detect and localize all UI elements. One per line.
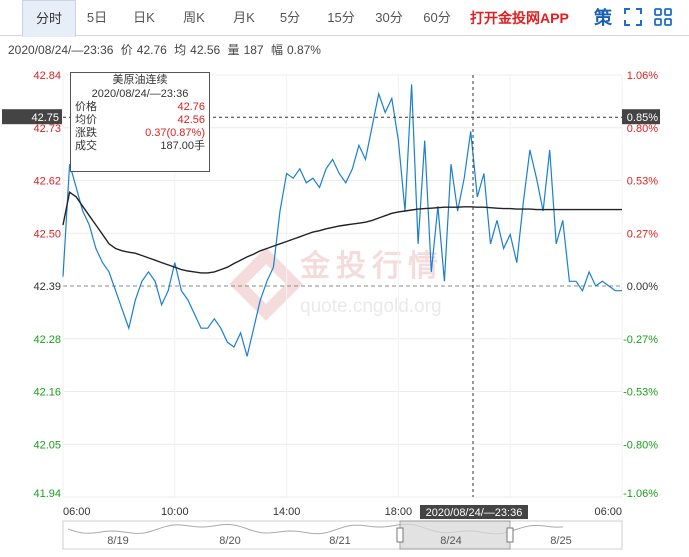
open-app-link[interactable]: 打开金投网APP	[470, 10, 569, 26]
tooltip-volume-label: 成交	[75, 140, 97, 152]
crosshair-pct-label: 0.85%	[627, 112, 658, 124]
navigator-date-label: 8/19	[107, 535, 128, 547]
tooltip-title: 美原油连续	[112, 74, 168, 86]
navigator-date-label: 8/20	[219, 535, 240, 547]
info-avg: 42.56	[190, 43, 221, 57]
y-tick-label-left: 42.05	[33, 439, 61, 451]
info-avg-label: 均	[174, 43, 187, 57]
x-tick-label: 06:00	[63, 506, 91, 518]
y-tick-label-right: 0.27%	[627, 228, 658, 240]
watermark-url: quote.cngold.org	[300, 296, 442, 317]
crosshair-price-box	[2, 109, 62, 125]
crosshair-price-label: 42.75	[31, 112, 59, 124]
tooltip-price-value: 42.76	[177, 101, 205, 113]
strategy-button[interactable]: 策	[594, 8, 612, 28]
tooltip-avg-label: 均价	[75, 114, 97, 126]
tab-60min[interactable]: 60分	[423, 10, 451, 25]
tab-5min[interactable]: 5分	[279, 10, 301, 25]
navigator-date-label: 8/21	[329, 535, 350, 547]
tooltip-change-value: 0.37(0.87%)	[145, 127, 205, 139]
tab-weekly-k[interactable]: 周K	[183, 10, 205, 25]
quote-info-bar: 2020/08/24/—23:36 价 42.76 均 42.56 量 187 幅 0.…	[8, 41, 325, 58]
crosshair-pct-box	[622, 109, 660, 125]
average-line	[62, 191, 622, 274]
info-chg-label: 幅	[270, 43, 283, 57]
y-tick-label-left: 42.73	[33, 123, 61, 135]
chart-lines	[62, 84, 622, 357]
price-line	[62, 84, 622, 357]
y-tick-label-right: 0.53%	[627, 176, 658, 188]
y-tick-label-left: 42.16	[33, 387, 61, 399]
info-chg: 0.87%	[286, 43, 321, 57]
tooltip-price-label: 价格	[75, 101, 97, 113]
watermark-brand: 金投行情	[299, 249, 444, 283]
tab-5day[interactable]: 5日	[86, 10, 108, 25]
info-vol: 187	[243, 43, 264, 57]
y-tick-label-right: 0.80%	[627, 123, 658, 135]
y-axis-left: 42.84 42.73 42.62 42.50 42.39 42.28 42.16 42.05…	[33, 70, 61, 500]
tab-30min[interactable]: 30分	[375, 10, 403, 25]
navigator-date-label: 8/24	[440, 535, 461, 547]
y-tick-label-right: -0.80%	[623, 439, 658, 451]
tooltip-volume-value: 187.00手	[160, 140, 205, 152]
y-tick-label-right: 0.00%	[627, 281, 658, 293]
x-tick-label: 14:00	[273, 506, 301, 518]
info-price-label: 价	[120, 43, 133, 57]
y-tick-label-right: -1.06%	[623, 488, 658, 500]
crosshair-time-box	[420, 505, 528, 519]
y-tick-label-left: 41.94	[33, 488, 61, 500]
fullscreen-icon[interactable]	[624, 8, 644, 28]
grid-menu-icon[interactable]	[654, 8, 674, 28]
y-tick-label-left: 42.62	[33, 176, 61, 188]
x-tick-label: 18:00	[385, 506, 413, 518]
y-axis-right: 1.06% 0.80% 0.53% 0.27% 0.00% -0.27% -0.53% -0.…	[623, 70, 658, 500]
x-axis: 06:00 10:00 14:00 18:00 06:00	[63, 506, 622, 518]
chart-grid	[62, 74, 623, 498]
period-tab-bar: 分时 5日 日K 周K 月K 5分 15分 30分 60分 打开金投网APP 策	[0, 0, 689, 37]
tooltip-avg-value: 42.56	[177, 114, 205, 126]
crosshair-time-label: 2020/08/24/—23:36	[426, 507, 523, 519]
info-datetime: 2020/08/24/—23:36	[8, 43, 114, 57]
y-tick-label-left: 42.28	[33, 334, 61, 346]
tooltip-datetime: 2020/08/24/—23:36	[91, 88, 189, 100]
y-tick-label-left: 42.39	[33, 281, 61, 293]
navigator-date-label: 8/25	[550, 535, 571, 547]
tooltip-change-label: 涨跌	[75, 127, 97, 139]
y-tick-label-right: -0.27%	[623, 334, 658, 346]
tab-intraday[interactable]: 分时	[22, 0, 76, 37]
range-navigator[interactable]: 8/19 8/20 8/21 8/24 8/25	[62, 520, 623, 550]
info-vol-label: 量	[227, 43, 240, 57]
y-tick-label-left: 42.50	[33, 228, 61, 240]
y-tick-label-left: 42.84	[33, 70, 61, 82]
y-tick-label-right: -0.53%	[623, 387, 658, 399]
tab-monthly-k[interactable]: 月K	[233, 10, 255, 25]
watermark: 金投行情 quote.cngold.org	[229, 247, 444, 321]
info-price: 42.76	[136, 43, 167, 57]
navigator-handle-left[interactable]	[396, 527, 404, 543]
navigator-handle-right[interactable]	[506, 527, 514, 543]
x-tick-label: 10:00	[161, 506, 189, 518]
tab-daily-k[interactable]: 日K	[133, 10, 155, 25]
price-tooltip: 美原油连续 2020/08/24/—23:36 价格 42.76 均价 42.56 …	[70, 72, 210, 172]
tab-15min[interactable]: 15分	[327, 10, 355, 25]
crosshair: 42.75 0.85% 2020/08/24/—23:36	[2, 75, 660, 519]
x-tick-label: 06:00	[594, 506, 622, 518]
y-tick-label-right: 1.06%	[627, 70, 658, 82]
